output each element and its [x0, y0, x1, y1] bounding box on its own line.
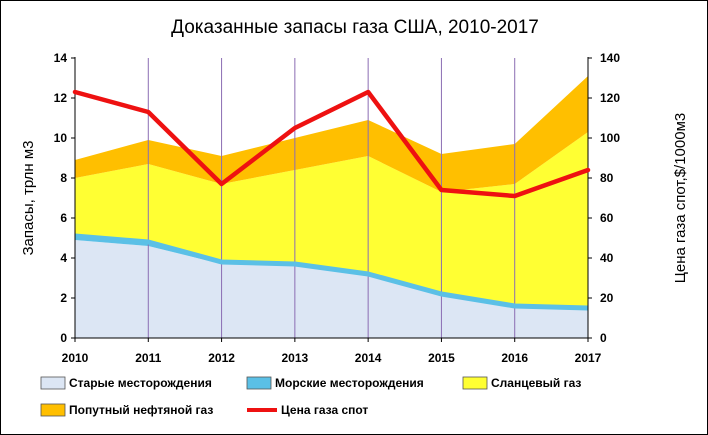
legend-swatch [40, 403, 66, 417]
x-tick-label: 2013 [282, 351, 309, 365]
line-spot-price [72, 89, 591, 199]
x-tick-label: 2011 [135, 351, 161, 365]
chart-title: Доказанные запасы газа США, 2010-2017 [171, 17, 539, 38]
legend-swatch [246, 376, 272, 390]
x-tick-label: 2017 [575, 351, 602, 365]
y2-tick-label: 140 [600, 51, 620, 65]
legend-swatch [40, 376, 66, 390]
y-tick-label: 8 [60, 171, 67, 185]
legend-label: Морские месторождения [275, 376, 424, 390]
y2-tick-label: 40 [600, 251, 614, 265]
area-offshore-fields [75, 236, 588, 310]
legend-label: Сланцевый газ [491, 376, 581, 390]
y-tick-label: 0 [60, 331, 67, 345]
y-tick-label: 2 [60, 291, 67, 305]
x-tick-label: 2014 [355, 351, 382, 365]
y-tick-label: 10 [54, 131, 68, 145]
x-tick-label: 2015 [428, 351, 455, 365]
x-tick-label: 2016 [501, 351, 528, 365]
y2-tick-label: 80 [600, 171, 614, 185]
y-tick-label: 12 [54, 91, 68, 105]
line-offshore-fields [74, 233, 589, 311]
y2-tick-label: 60 [600, 211, 614, 225]
y2-tick-label: 0 [600, 331, 607, 345]
y2-tick-label: 100 [600, 131, 620, 145]
legend-swatch [462, 376, 488, 390]
x-tick-label: 2010 [62, 351, 89, 365]
y2-tick-label: 120 [600, 91, 620, 105]
x-tick-label: 2012 [208, 351, 235, 365]
area-old-fields [75, 240, 588, 338]
y-tick-label: 14 [54, 51, 68, 65]
legend: Старые месторождения Морские месторождени… [40, 376, 581, 417]
y-tick-label: 6 [60, 211, 67, 225]
legend-label: Старые месторождения [69, 376, 212, 390]
y2-tick-label: 20 [600, 291, 614, 305]
y-axis-label: Запасы, трлн м3 [20, 140, 37, 255]
legend-label: Попутный нефтяной газ [69, 403, 213, 417]
y-tick-label: 4 [60, 251, 67, 265]
legend-label: Цена газа спот [281, 403, 368, 417]
y2-axis-label: Цена газа спот,$/1000м3 [672, 113, 689, 283]
area-shale-gas [75, 132, 588, 308]
